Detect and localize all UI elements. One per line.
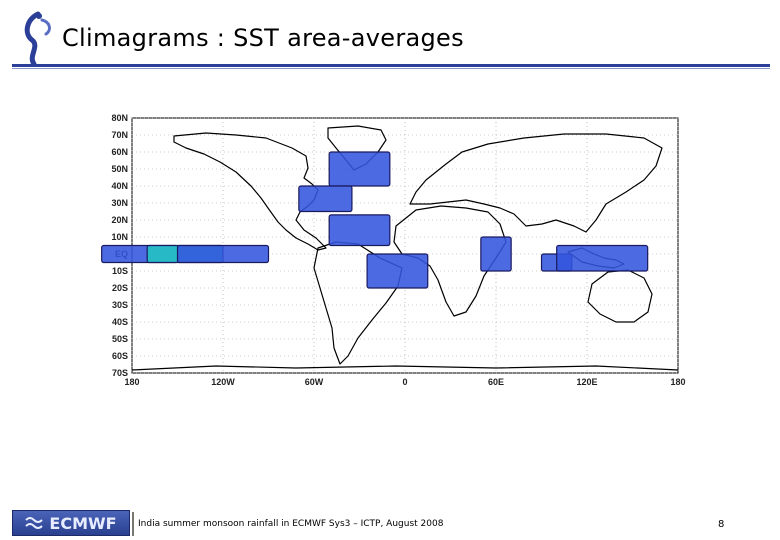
latitude-tick-label: 60S — [112, 351, 128, 361]
latitude-tick-label: 60N — [111, 147, 128, 157]
latitude-tick-label: 70N — [111, 130, 128, 140]
sst-region-boxes — [101, 151, 649, 289]
latitude-tick-label: 30S — [112, 300, 128, 310]
latitude-tick-label: 40S — [112, 317, 128, 327]
antarctica-coast — [131, 365, 679, 371]
ecmwf-logo-text: ECMWF — [49, 513, 117, 533]
latitude-tick-label: 70S — [112, 368, 128, 378]
south-america-coast — [313, 241, 403, 365]
longitude-tick-label: 180 — [124, 377, 139, 387]
latitude-tick-label: 20S — [112, 283, 128, 293]
region-box-west-indian-ocean — [480, 236, 512, 272]
latitude-tick-label: 30N — [111, 198, 128, 208]
ecmwf-logo: ECMWF — [12, 510, 130, 536]
latitude-tick-label: 20N — [111, 215, 128, 225]
latitude-tick-label: 50S — [112, 334, 128, 344]
latitude-tick-label: 10S — [112, 266, 128, 276]
region-box-north-atlantic — [328, 151, 391, 187]
longitude-tick-label: 60W — [305, 377, 324, 387]
latitude-tick-label: 10N — [111, 232, 128, 242]
ecmwf-swirl-logo — [24, 11, 51, 66]
eurasia-coast — [409, 133, 663, 233]
north-america-coast — [173, 132, 327, 251]
region-box-subtropical-north-atlantic — [298, 185, 353, 213]
latitude-tick-label: 40N — [111, 181, 128, 191]
slide-title: Climagrams : SST area-averages — [62, 24, 464, 52]
region-box-warm-pool — [556, 244, 649, 272]
longitude-tick-label: 180 — [670, 377, 685, 387]
page-number: 8 — [718, 519, 725, 530]
region-box-nino3 — [176, 244, 270, 264]
latitude-labels: 80N70N60N50N40N30N20N10NEQ10S20S30S40S50… — [111, 113, 128, 378]
title-divider-thin — [12, 68, 770, 69]
region-box-tropical-north-atlantic — [328, 214, 391, 247]
longitude-tick-label: 60E — [488, 377, 504, 387]
longitude-tick-label: 120W — [211, 377, 235, 387]
footer-divider — [132, 512, 134, 536]
longitude-tick-label: 0 — [402, 377, 407, 387]
region-box-tropical-south-atlantic — [366, 253, 429, 289]
title-divider — [12, 64, 770, 67]
latitude-tick-label: 80N — [111, 113, 128, 123]
footer-caption: India summer monsoon rainfall in ECMWF S… — [138, 519, 444, 529]
ecmwf-waves-icon — [25, 517, 44, 529]
longitude-tick-label: 120E — [576, 377, 597, 387]
latitude-tick-label: 50N — [111, 164, 128, 174]
sst-regions-map: 80N70N60N50N40N30N20N10NEQ10S20S30S40S50… — [101, 113, 686, 387]
longitude-labels: 180 120W 60W 0 60E 120E 180 — [124, 377, 685, 387]
